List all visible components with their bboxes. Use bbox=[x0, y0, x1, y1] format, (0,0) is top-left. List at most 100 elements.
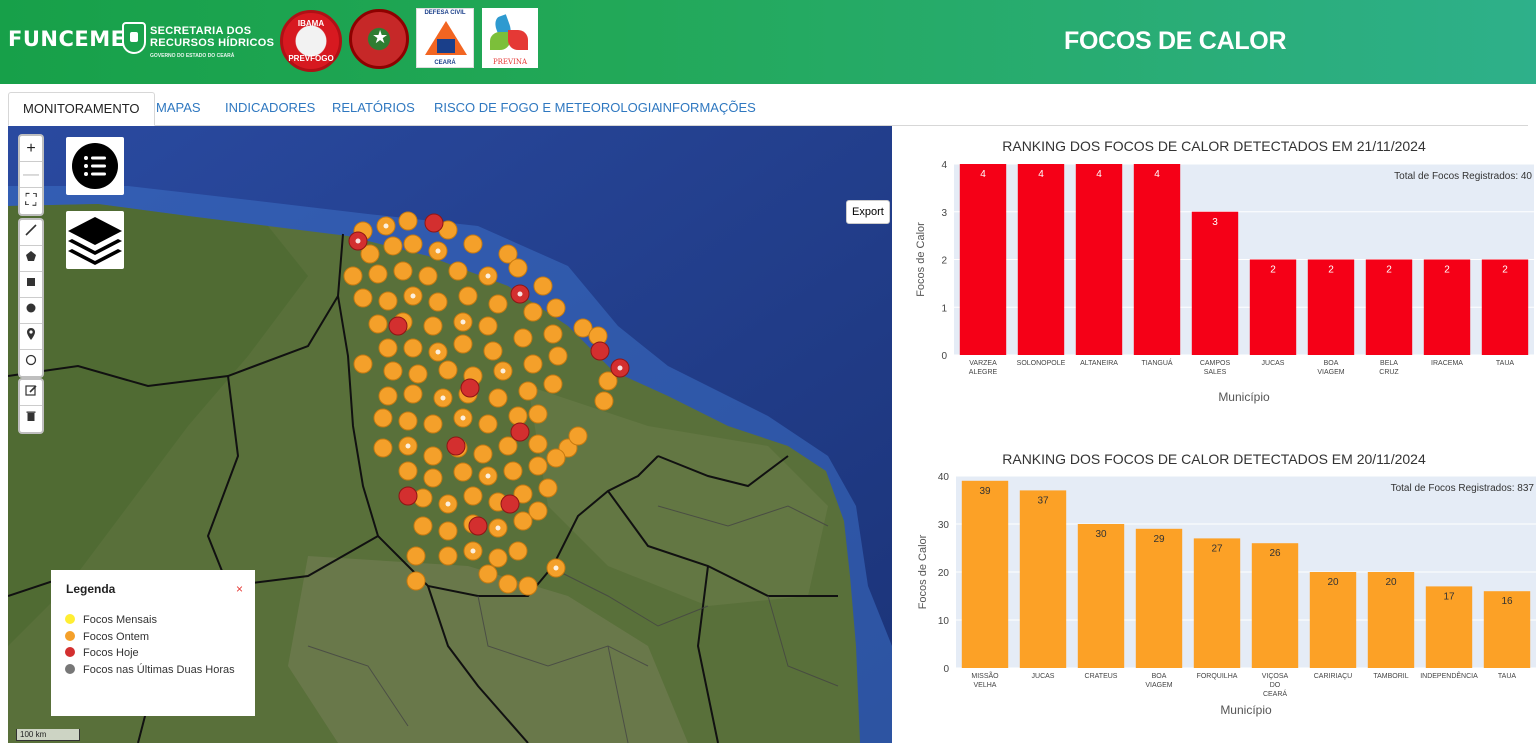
bar-value-label: 2 bbox=[1444, 265, 1450, 276]
tab-risco-de-fogo[interactable]: RISCO DE FOGO E METEOROLOGIA bbox=[434, 100, 661, 115]
app-header: FUNCEME SECRETARIA DOS RECURSOS HÍDRICOS… bbox=[0, 0, 1536, 84]
draw-toolbar bbox=[18, 218, 44, 378]
bar-value-label: 30 bbox=[1095, 529, 1107, 540]
srh-line3: GOVERNO DO ESTADO DO CEARÁ bbox=[150, 53, 235, 59]
x-tick-label: CARIRIAÇU bbox=[1314, 673, 1353, 680]
y-tick-label: 3 bbox=[941, 208, 947, 219]
bar-value-label: 29 bbox=[1153, 534, 1165, 545]
zoom-in-button[interactable]: + bbox=[20, 136, 42, 162]
delete-icon[interactable] bbox=[20, 406, 42, 432]
bar-chart-plot: 0 1 2 3 4 4 VARZEA ALEGRE 4 SOLONOPOLE 4 ALTANEIRA 4… bbox=[915, 160, 1534, 404]
legend-item-label: Focos Mensais bbox=[83, 614, 157, 626]
bar bbox=[1365, 259, 1413, 355]
bar-value-label: 4 bbox=[1038, 169, 1044, 180]
bar bbox=[1193, 538, 1241, 668]
zoom-out-button[interactable]: — bbox=[20, 162, 42, 188]
bar bbox=[1249, 259, 1297, 355]
tab-informacoes[interactable]: INFORMAÇÕES bbox=[659, 100, 756, 115]
bar bbox=[1251, 543, 1299, 668]
main-tabs: MONITORAMENTO MAPAS INDICADORES RELATÓRI… bbox=[0, 84, 1536, 126]
layer-list-button[interactable] bbox=[66, 137, 124, 195]
marker-icon[interactable] bbox=[20, 324, 42, 350]
x-tick-label: FORQUILHA bbox=[1197, 673, 1238, 680]
edit-icon[interactable] bbox=[20, 380, 42, 406]
page-title: FOCOS DE CALOR bbox=[1064, 27, 1287, 55]
ibama-prevfogo-logo[interactable]: IBAMA PREVFOGO bbox=[280, 10, 342, 72]
x-tick-label: TIANGUÁ bbox=[1141, 358, 1172, 367]
polyline-icon[interactable] bbox=[20, 220, 42, 246]
polygon-icon[interactable] bbox=[20, 246, 42, 272]
bar-value-label: 2 bbox=[1270, 265, 1276, 276]
bar bbox=[1483, 591, 1531, 668]
previna-leaf-red-icon bbox=[508, 30, 528, 50]
legend-item-ultimas-duas-horas: Focos nas Últimas Duas Horas bbox=[65, 664, 235, 676]
legend-close-button[interactable]: × bbox=[235, 582, 243, 596]
srh-emblem-icon bbox=[122, 22, 146, 54]
x-tick-label: ALEGRE bbox=[969, 369, 998, 376]
map-legend: Legenda × Focos Mensais Focos Ontem Foco… bbox=[51, 570, 255, 716]
defesa-civil-logo[interactable]: DEFESA CIVIL CEARÁ bbox=[416, 8, 474, 68]
tab-mapas[interactable]: MAPAS bbox=[156, 100, 201, 115]
ibama-text: IBAMA bbox=[297, 19, 325, 28]
bar bbox=[1309, 572, 1357, 668]
x-tick-label: IRACEMA bbox=[1431, 360, 1463, 367]
srh-line1: SECRETARIA DOS bbox=[150, 25, 252, 37]
tabs-divider bbox=[8, 125, 1528, 126]
x-tick-label: ALTANEIRA bbox=[1080, 360, 1118, 367]
legend-item-focos-ontem: Focos Ontem bbox=[65, 631, 149, 643]
fire-map[interactable]: + — ⛶ Export Legenda × Foc bbox=[8, 126, 892, 743]
tab-indicadores[interactable]: INDICADORES bbox=[225, 100, 316, 115]
layers-icon bbox=[68, 217, 122, 265]
bar bbox=[1481, 259, 1529, 355]
bar-value-label: 4 bbox=[1096, 169, 1102, 180]
defesa-civil-text: DEFESA CIVIL bbox=[424, 10, 466, 16]
x-tick-label: BELA bbox=[1380, 360, 1398, 367]
x-tick-label: VIÇOSA bbox=[1262, 673, 1289, 680]
previna-logo[interactable]: PREVINA bbox=[482, 8, 538, 68]
circle-icon[interactable] bbox=[20, 298, 42, 324]
orange-marker-icon bbox=[65, 631, 75, 641]
bar-value-label: 39 bbox=[979, 486, 991, 497]
x-tick-label: VELHA bbox=[974, 682, 997, 689]
defesa-house-icon bbox=[437, 39, 455, 53]
srh-logo[interactable]: SECRETARIA DOS RECURSOS HÍDRICOS GOVERNO… bbox=[150, 25, 274, 62]
zoom-control: + — ⛶ bbox=[18, 134, 44, 216]
y-tick-label: 10 bbox=[938, 616, 950, 627]
export-button[interactable]: Export bbox=[846, 200, 890, 224]
circlemarker-icon[interactable] bbox=[20, 350, 42, 376]
x-axis-title: Município bbox=[1220, 703, 1272, 717]
rectangle-icon[interactable] bbox=[20, 272, 42, 298]
bombeiros-logo[interactable] bbox=[349, 9, 409, 69]
bar-value-label: 26 bbox=[1269, 548, 1281, 559]
tab-monitoramento[interactable]: MONITORAMENTO bbox=[8, 92, 155, 126]
bar-value-label: 2 bbox=[1328, 265, 1334, 276]
x-tick-label: INDEPENDÊNCIA bbox=[1420, 671, 1478, 680]
x-tick-label: BOA bbox=[1324, 360, 1339, 367]
bar-value-label: 4 bbox=[980, 169, 986, 180]
bar-value-label: 2 bbox=[1502, 265, 1508, 276]
y-tick-label: 40 bbox=[938, 472, 950, 483]
x-tick-label: MISSÃO bbox=[971, 671, 999, 680]
yellow-marker-icon bbox=[65, 614, 75, 624]
bar bbox=[1017, 164, 1065, 355]
x-tick-label: BOA bbox=[1152, 673, 1167, 680]
x-tick-label: CAMPOS bbox=[1200, 360, 1231, 367]
legend-item-label: Focos Hoje bbox=[83, 647, 139, 659]
x-tick-label: TAUA bbox=[1498, 673, 1516, 680]
bar-value-label: 2 bbox=[1386, 265, 1392, 276]
funceme-logo[interactable]: FUNCEME bbox=[8, 27, 126, 51]
x-axis-title: Município bbox=[1218, 390, 1270, 404]
bar-value-label: 16 bbox=[1501, 596, 1513, 607]
chart-title: RANKING DOS FOCOS DE CALOR DETECTADOS EM… bbox=[1002, 138, 1426, 154]
x-tick-label: TAUA bbox=[1496, 360, 1514, 367]
y-axis-title: Focos de Calor bbox=[917, 534, 929, 609]
bar-chart-plot: 0 10 20 30 40 39 MISSÃO VELHA 37 JUCAS 30 CRATEUS 29… bbox=[917, 472, 1536, 717]
layers-button[interactable] bbox=[66, 211, 124, 269]
previna-text: PREVINA bbox=[492, 58, 528, 66]
tab-relatorios[interactable]: RELATÓRIOS bbox=[332, 100, 415, 115]
bar-value-label: 37 bbox=[1037, 495, 1049, 506]
srh-line2: RECURSOS HÍDRICOS bbox=[150, 37, 275, 49]
previna-leaf-green-icon bbox=[490, 32, 510, 50]
fullscreen-button[interactable]: ⛶ bbox=[25, 192, 37, 209]
prevfogo-text: PREVFOGO bbox=[288, 54, 334, 63]
